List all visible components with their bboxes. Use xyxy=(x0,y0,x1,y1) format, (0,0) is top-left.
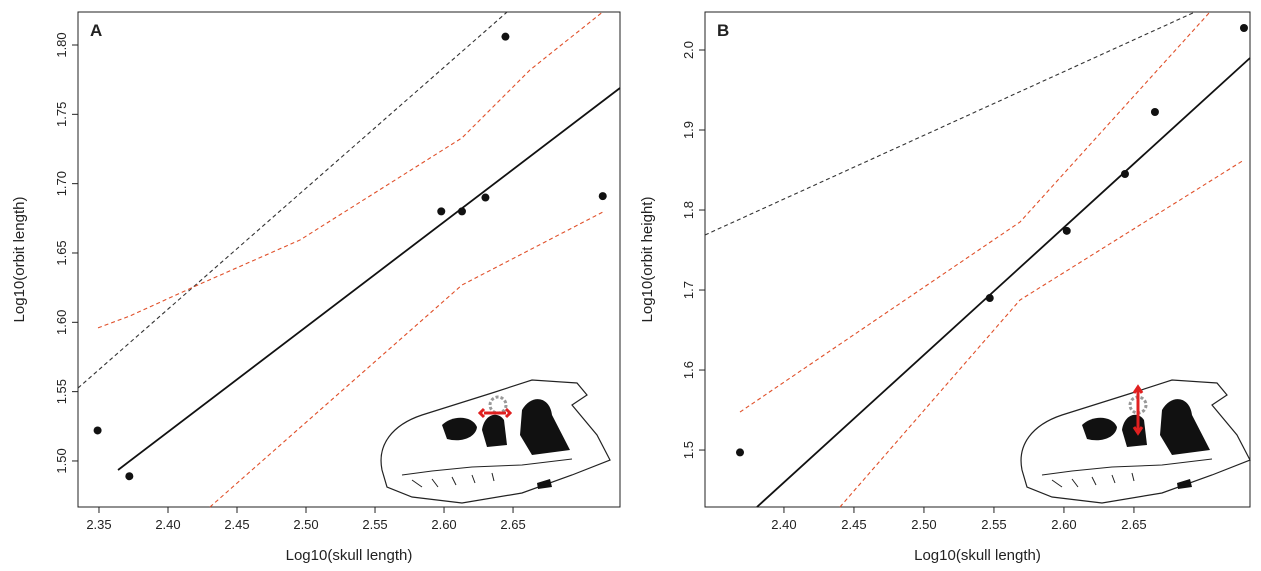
panel-letter: A xyxy=(90,21,102,40)
data-point xyxy=(598,192,607,201)
data-point xyxy=(1062,226,1071,235)
x-tick-label: 2.35 xyxy=(86,517,111,532)
regression-line xyxy=(117,87,621,471)
dashed-line xyxy=(97,11,604,329)
regression-line xyxy=(756,57,1251,508)
x-tick-label: 2.55 xyxy=(362,517,387,532)
plot-frame xyxy=(77,11,621,508)
y-tick-label: 1.5 xyxy=(681,441,696,459)
x-tick-label: 2.60 xyxy=(431,517,456,532)
y-tick-label: 1.75 xyxy=(54,102,69,127)
panel: 2.35 2.40 2.45 2.50 2.55 2.60 2.65 1.50 1.55 1.60… xyxy=(11,11,621,564)
data-point xyxy=(93,426,102,435)
data-point xyxy=(437,207,446,216)
data-point xyxy=(1150,108,1159,117)
skull-illustration xyxy=(1019,378,1252,505)
dashed-line xyxy=(209,211,604,508)
x-tick-label: 2.65 xyxy=(500,517,525,532)
dashed-line xyxy=(839,159,1245,508)
y-tick-label: 1.8 xyxy=(681,201,696,219)
x-tick-label: 2.40 xyxy=(771,517,796,532)
y-tick-label: 1.55 xyxy=(54,379,69,404)
x-axis-title: Log10(skull length) xyxy=(914,547,1041,564)
y-tick-label: 1.50 xyxy=(54,448,69,473)
x-tick-label: 2.50 xyxy=(293,517,318,532)
data-point xyxy=(1120,170,1129,179)
skull-illustration xyxy=(379,378,612,505)
data-point xyxy=(735,448,744,457)
panel-letter: B xyxy=(717,21,729,40)
data-point xyxy=(481,193,490,202)
x-tick-label: 2.45 xyxy=(224,517,249,532)
x-tick-label: 2.40 xyxy=(155,517,180,532)
data-point xyxy=(125,472,134,481)
data-point xyxy=(1239,24,1248,33)
panel: 2.40 2.45 2.50 2.55 2.60 2.65 1.5 1.6 1.7 1.8 1.9 2… xyxy=(639,11,1251,564)
x-axis-title: Log10(skull length) xyxy=(286,547,413,564)
dashed-line xyxy=(739,11,1211,413)
y-axis-title: Log10(orbit length) xyxy=(11,197,28,323)
y-tick-label: 1.60 xyxy=(54,310,69,335)
y-tick-label: 1.9 xyxy=(681,121,696,139)
x-tick-label: 2.65 xyxy=(1121,517,1146,532)
dashed-line xyxy=(704,11,1196,236)
x-tick-label: 2.55 xyxy=(981,517,1006,532)
dashed-line xyxy=(77,11,508,389)
x-tick-label: 2.45 xyxy=(841,517,866,532)
y-tick-label: 1.80 xyxy=(54,32,69,57)
y-tick-label: 1.6 xyxy=(681,361,696,379)
x-tick-label: 2.60 xyxy=(1051,517,1076,532)
y-tick-label: 2.0 xyxy=(681,41,696,59)
y-tick-label: 1.70 xyxy=(54,171,69,196)
y-tick-label: 1.7 xyxy=(681,281,696,299)
y-tick-label: 1.65 xyxy=(54,240,69,265)
plot-frame xyxy=(704,11,1251,508)
data-point xyxy=(501,32,510,41)
y-axis-title: Log10(orbit height) xyxy=(639,197,656,323)
x-tick-label: 2.50 xyxy=(911,517,936,532)
